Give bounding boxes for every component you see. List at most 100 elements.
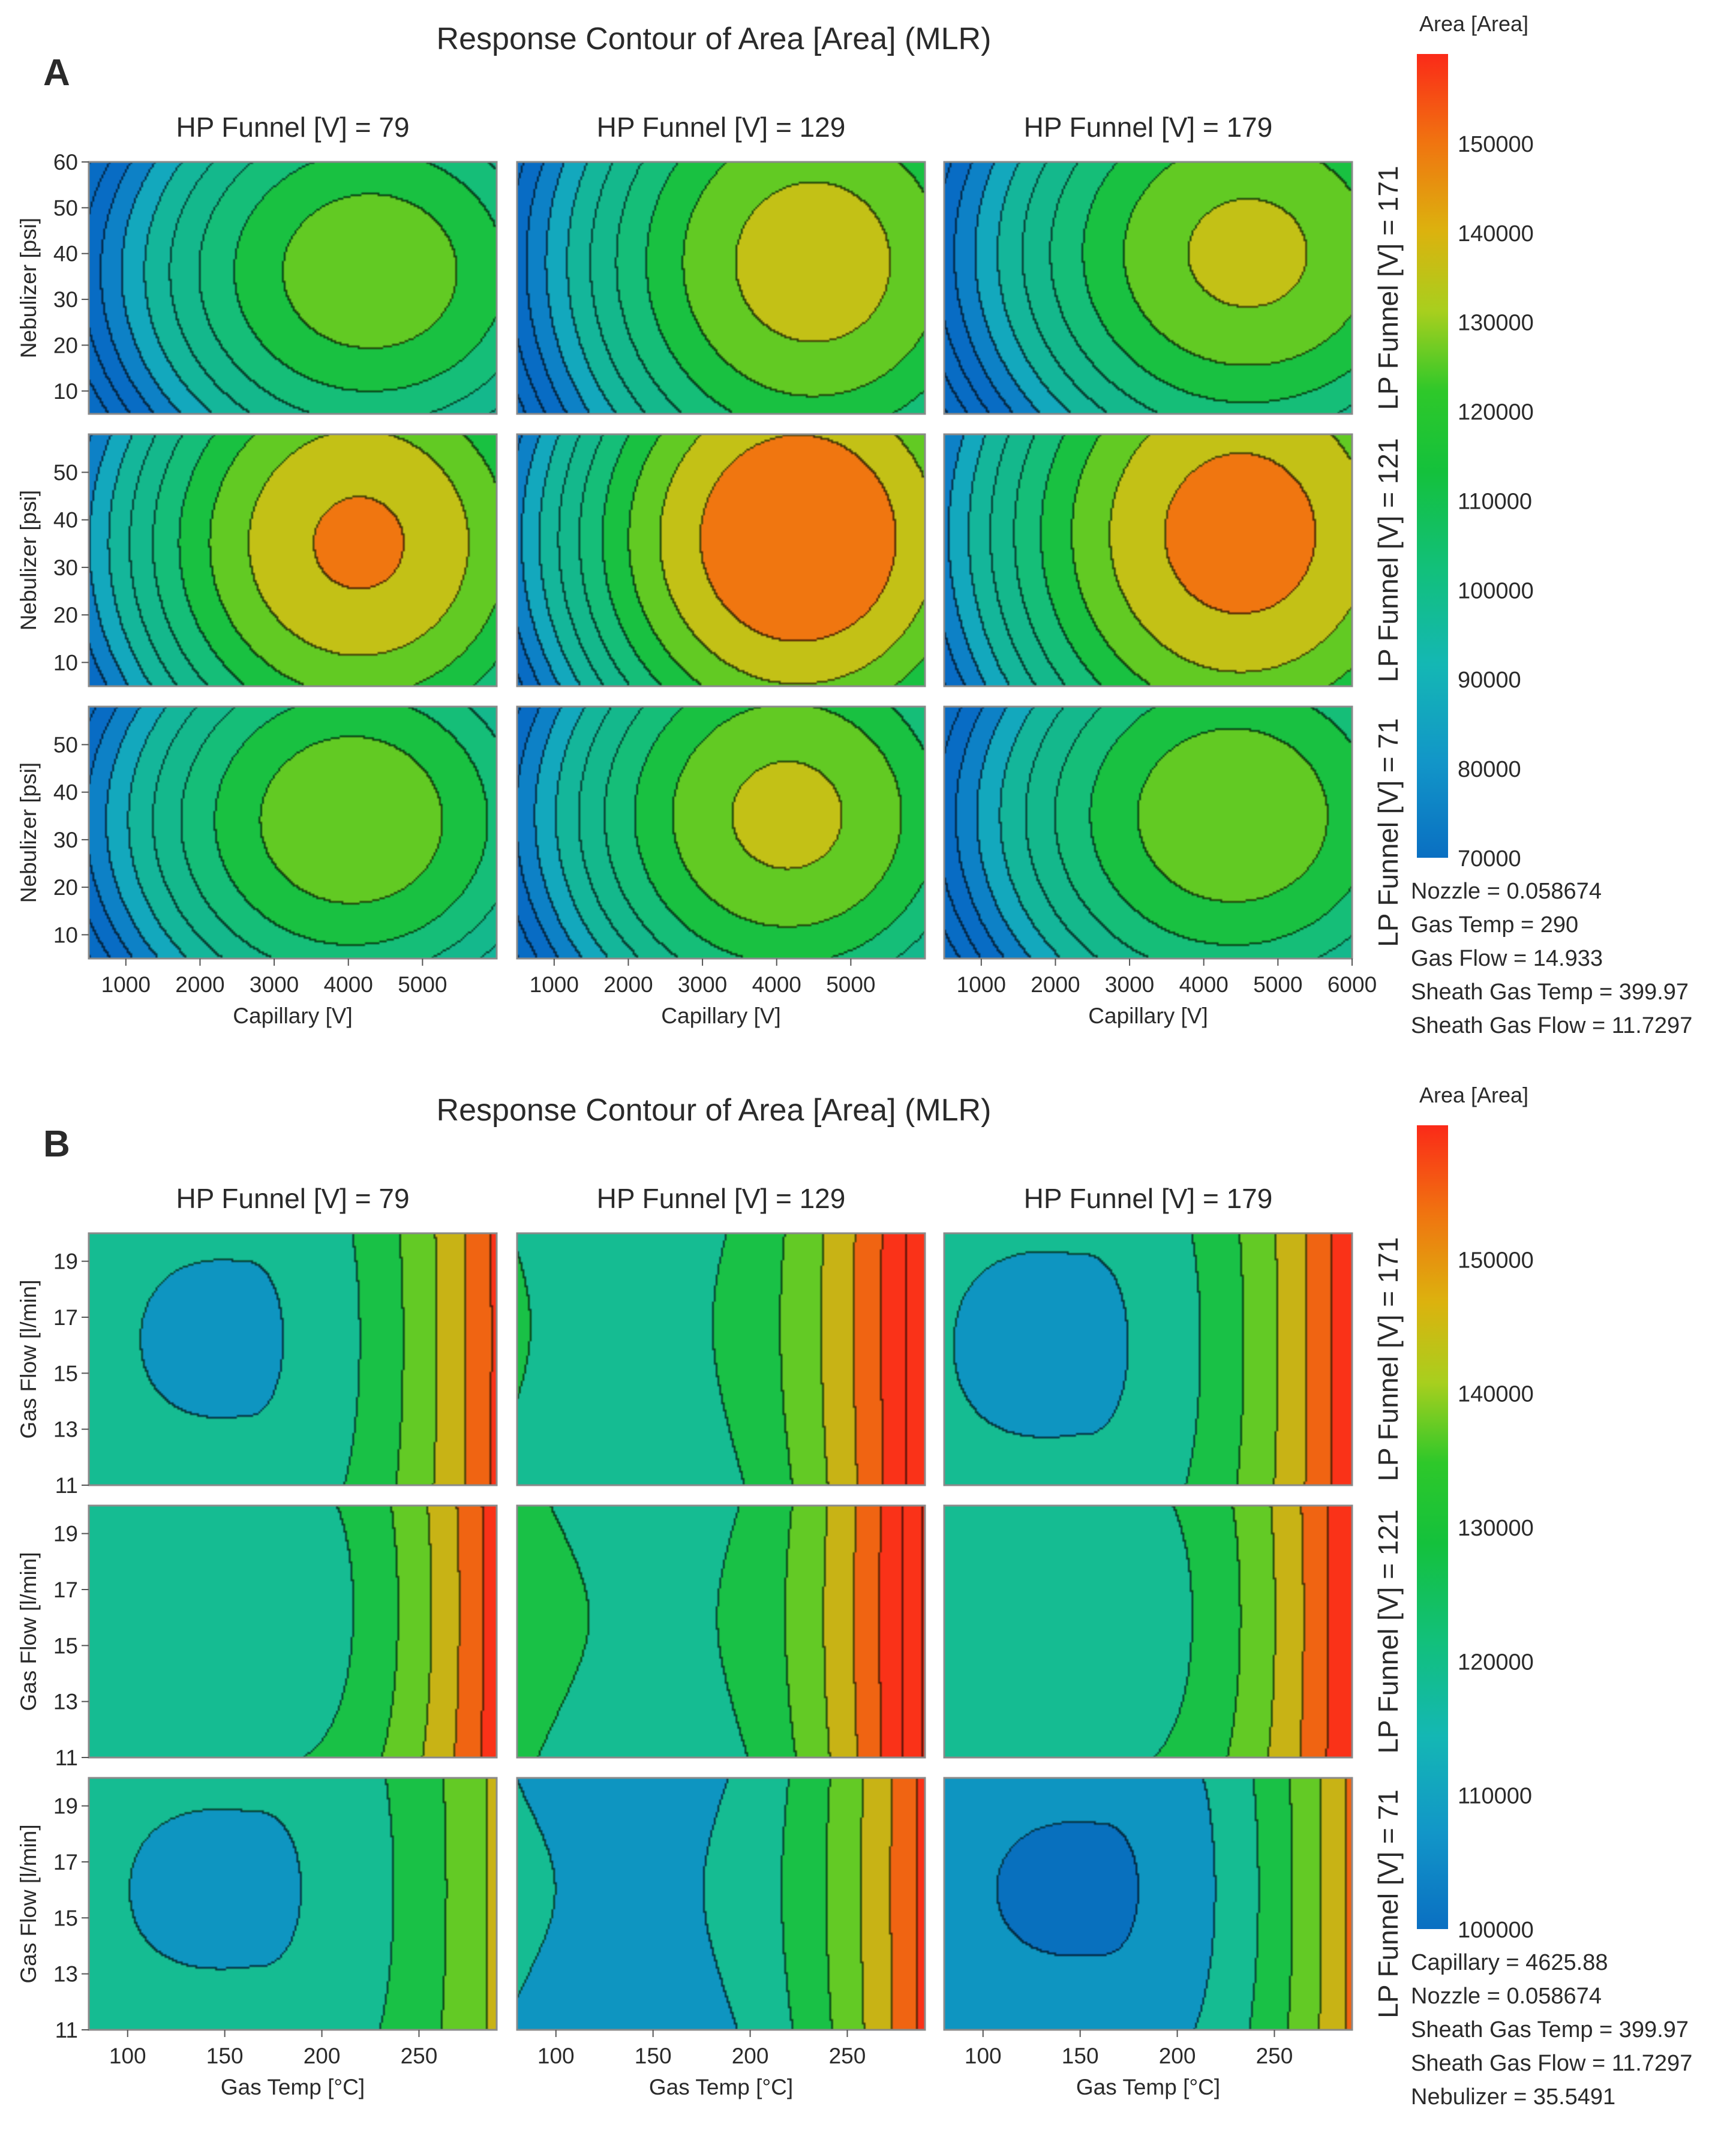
colorbar-tick-label: 80000 [1458,757,1521,782]
fixed-factor-note: Gas Flow = 14.933 [1411,946,1603,971]
row-header: LP Funnel [V] = 171 [1372,166,1404,410]
column-header: HP Funnel [V] = 129 [597,1183,846,1214]
contour-cell [517,434,925,686]
y-tick-label: 11 [55,1473,78,1498]
colorbar-tick-label: 130000 [1458,311,1534,336]
x-tick-label: 250 [401,2044,438,2068]
contour-cell [944,434,1352,686]
y-tick-label: 50 [53,732,78,757]
contour-cell [517,162,925,414]
colorbar-tick-label: 140000 [1458,1382,1534,1407]
y-axis-label: Gas Flow [l/min] [16,1279,41,1438]
y-tick-label: 19 [53,1794,78,1819]
column-header: HP Funnel [V] = 79 [176,112,409,143]
colorbar-tick-label: 150000 [1458,1248,1534,1273]
row-header: LP Funnel [V] = 71 [1372,718,1404,947]
x-axis-label: Gas Temp [°C] [1076,2075,1220,2099]
y-axis-label: Gas Flow [l/min] [16,1824,41,1983]
x-tick-label: 5000 [398,972,447,997]
x-tick-label: 100 [537,2044,575,2068]
fixed-factor-note: Nozzle = 0.058674 [1411,879,1602,904]
fixed-factor-note: Sheath Gas Flow = 11.7297 [1411,1013,1692,1038]
y-tick-label: 19 [53,1522,78,1546]
x-tick-label: 3000 [1105,972,1154,997]
contour-cell-frame [516,433,926,687]
y-axis-label: Nebulizer [psi] [16,490,41,630]
x-tick-label: 2000 [1031,972,1080,997]
contour-cell [89,1506,497,1758]
x-tick-label: 1000 [101,972,151,997]
colorbar-tick-label: 130000 [1458,1516,1534,1541]
y-tick-label: 11 [55,1746,78,1770]
y-tick-label: 50 [53,196,78,220]
contour-cell [944,162,1352,414]
y-tick-label: 15 [53,1906,78,1930]
contour-cell-frame [943,1777,1353,2031]
x-axis-label: Capillary [V] [233,1004,352,1028]
contour-cell [944,1778,1352,2030]
contour-cell-frame [943,705,1353,960]
contour-cell-frame [88,433,498,687]
colorbar [1417,54,1448,858]
contour-cell [944,1233,1352,1485]
contour-cell-frame [88,705,498,960]
fixed-factor-note: Capillary = 4625.88 [1411,1950,1608,1975]
contour-cell [944,707,1352,959]
y-tick-label: 15 [53,1361,78,1386]
panel-label: A [43,52,70,94]
y-axis-label: Gas Flow [l/min] [16,1552,41,1711]
panel-a-contour-grid: Response Contour of Area [Area] (MLR) A HP… [16,11,1692,1038]
y-tick-label: 40 [53,780,78,805]
contour-cell-frame [516,1232,926,1486]
colorbar [1417,1125,1448,1929]
y-tick-label: 17 [53,1305,78,1330]
x-tick-label: 150 [1062,2044,1099,2068]
contour-cell-frame [88,161,498,415]
x-tick-label: 3000 [250,972,299,997]
row-header: LP Funnel [V] = 71 [1372,1789,1404,2018]
chart-title: Response Contour of Area [Area] (MLR) [437,1093,992,1128]
contour-cell [89,707,497,959]
x-tick-label: 2000 [603,972,653,997]
panel-b-contour-grid: Response Contour of Area [Area] (MLR) B HP… [16,1083,1692,2110]
y-tick-label: 17 [53,1850,78,1874]
contour-cell-frame [943,161,1353,415]
x-tick-label: 2000 [175,972,224,997]
fixed-factor-note: Nebulizer = 35.5491 [1411,2084,1615,2110]
x-axis-label: Capillary [V] [661,1004,780,1028]
x-axis-label: Gas Temp [°C] [221,2075,365,2099]
y-axis-label: Nebulizer [psi] [16,762,41,903]
y-tick-label: 10 [53,650,78,675]
x-tick-label: 3000 [678,972,727,997]
colorbar-tick-label: 110000 [1458,489,1532,514]
contour-cell [517,1778,925,2030]
x-axis-label: Capillary [V] [1088,1004,1208,1028]
contour-cell-frame [516,705,926,960]
contour-cell [89,1233,497,1485]
y-tick-label: 60 [53,150,78,175]
y-tick-label: 20 [53,333,78,357]
contour-cell-frame [516,1777,926,2031]
contour-cell [944,1506,1352,1758]
fixed-factor-note: Sheath Gas Flow = 11.7297 [1411,2051,1692,2076]
y-tick-label: 13 [53,1690,78,1714]
contour-cell-frame [516,161,926,415]
x-tick-label: 150 [206,2044,244,2068]
y-tick-label: 10 [53,379,78,404]
x-tick-label: 1000 [957,972,1006,997]
y-tick-label: 40 [53,242,78,266]
x-tick-label: 100 [965,2044,1002,2068]
fixed-factor-note: Sheath Gas Temp = 399.97 [1411,980,1689,1005]
x-tick-label: 5000 [1253,972,1302,997]
y-tick-label: 13 [53,1417,78,1442]
contour-cell [517,707,925,959]
column-header: HP Funnel [V] = 129 [597,112,846,143]
contour-cell-frame [943,1232,1353,1486]
column-header: HP Funnel [V] = 179 [1024,1183,1273,1214]
column-header: HP Funnel [V] = 79 [176,1183,409,1214]
x-tick-label: 250 [1256,2044,1293,2068]
panel-label: B [43,1123,70,1165]
colorbar-tick-label: 150000 [1458,132,1534,157]
x-tick-label: 4000 [1179,972,1229,997]
